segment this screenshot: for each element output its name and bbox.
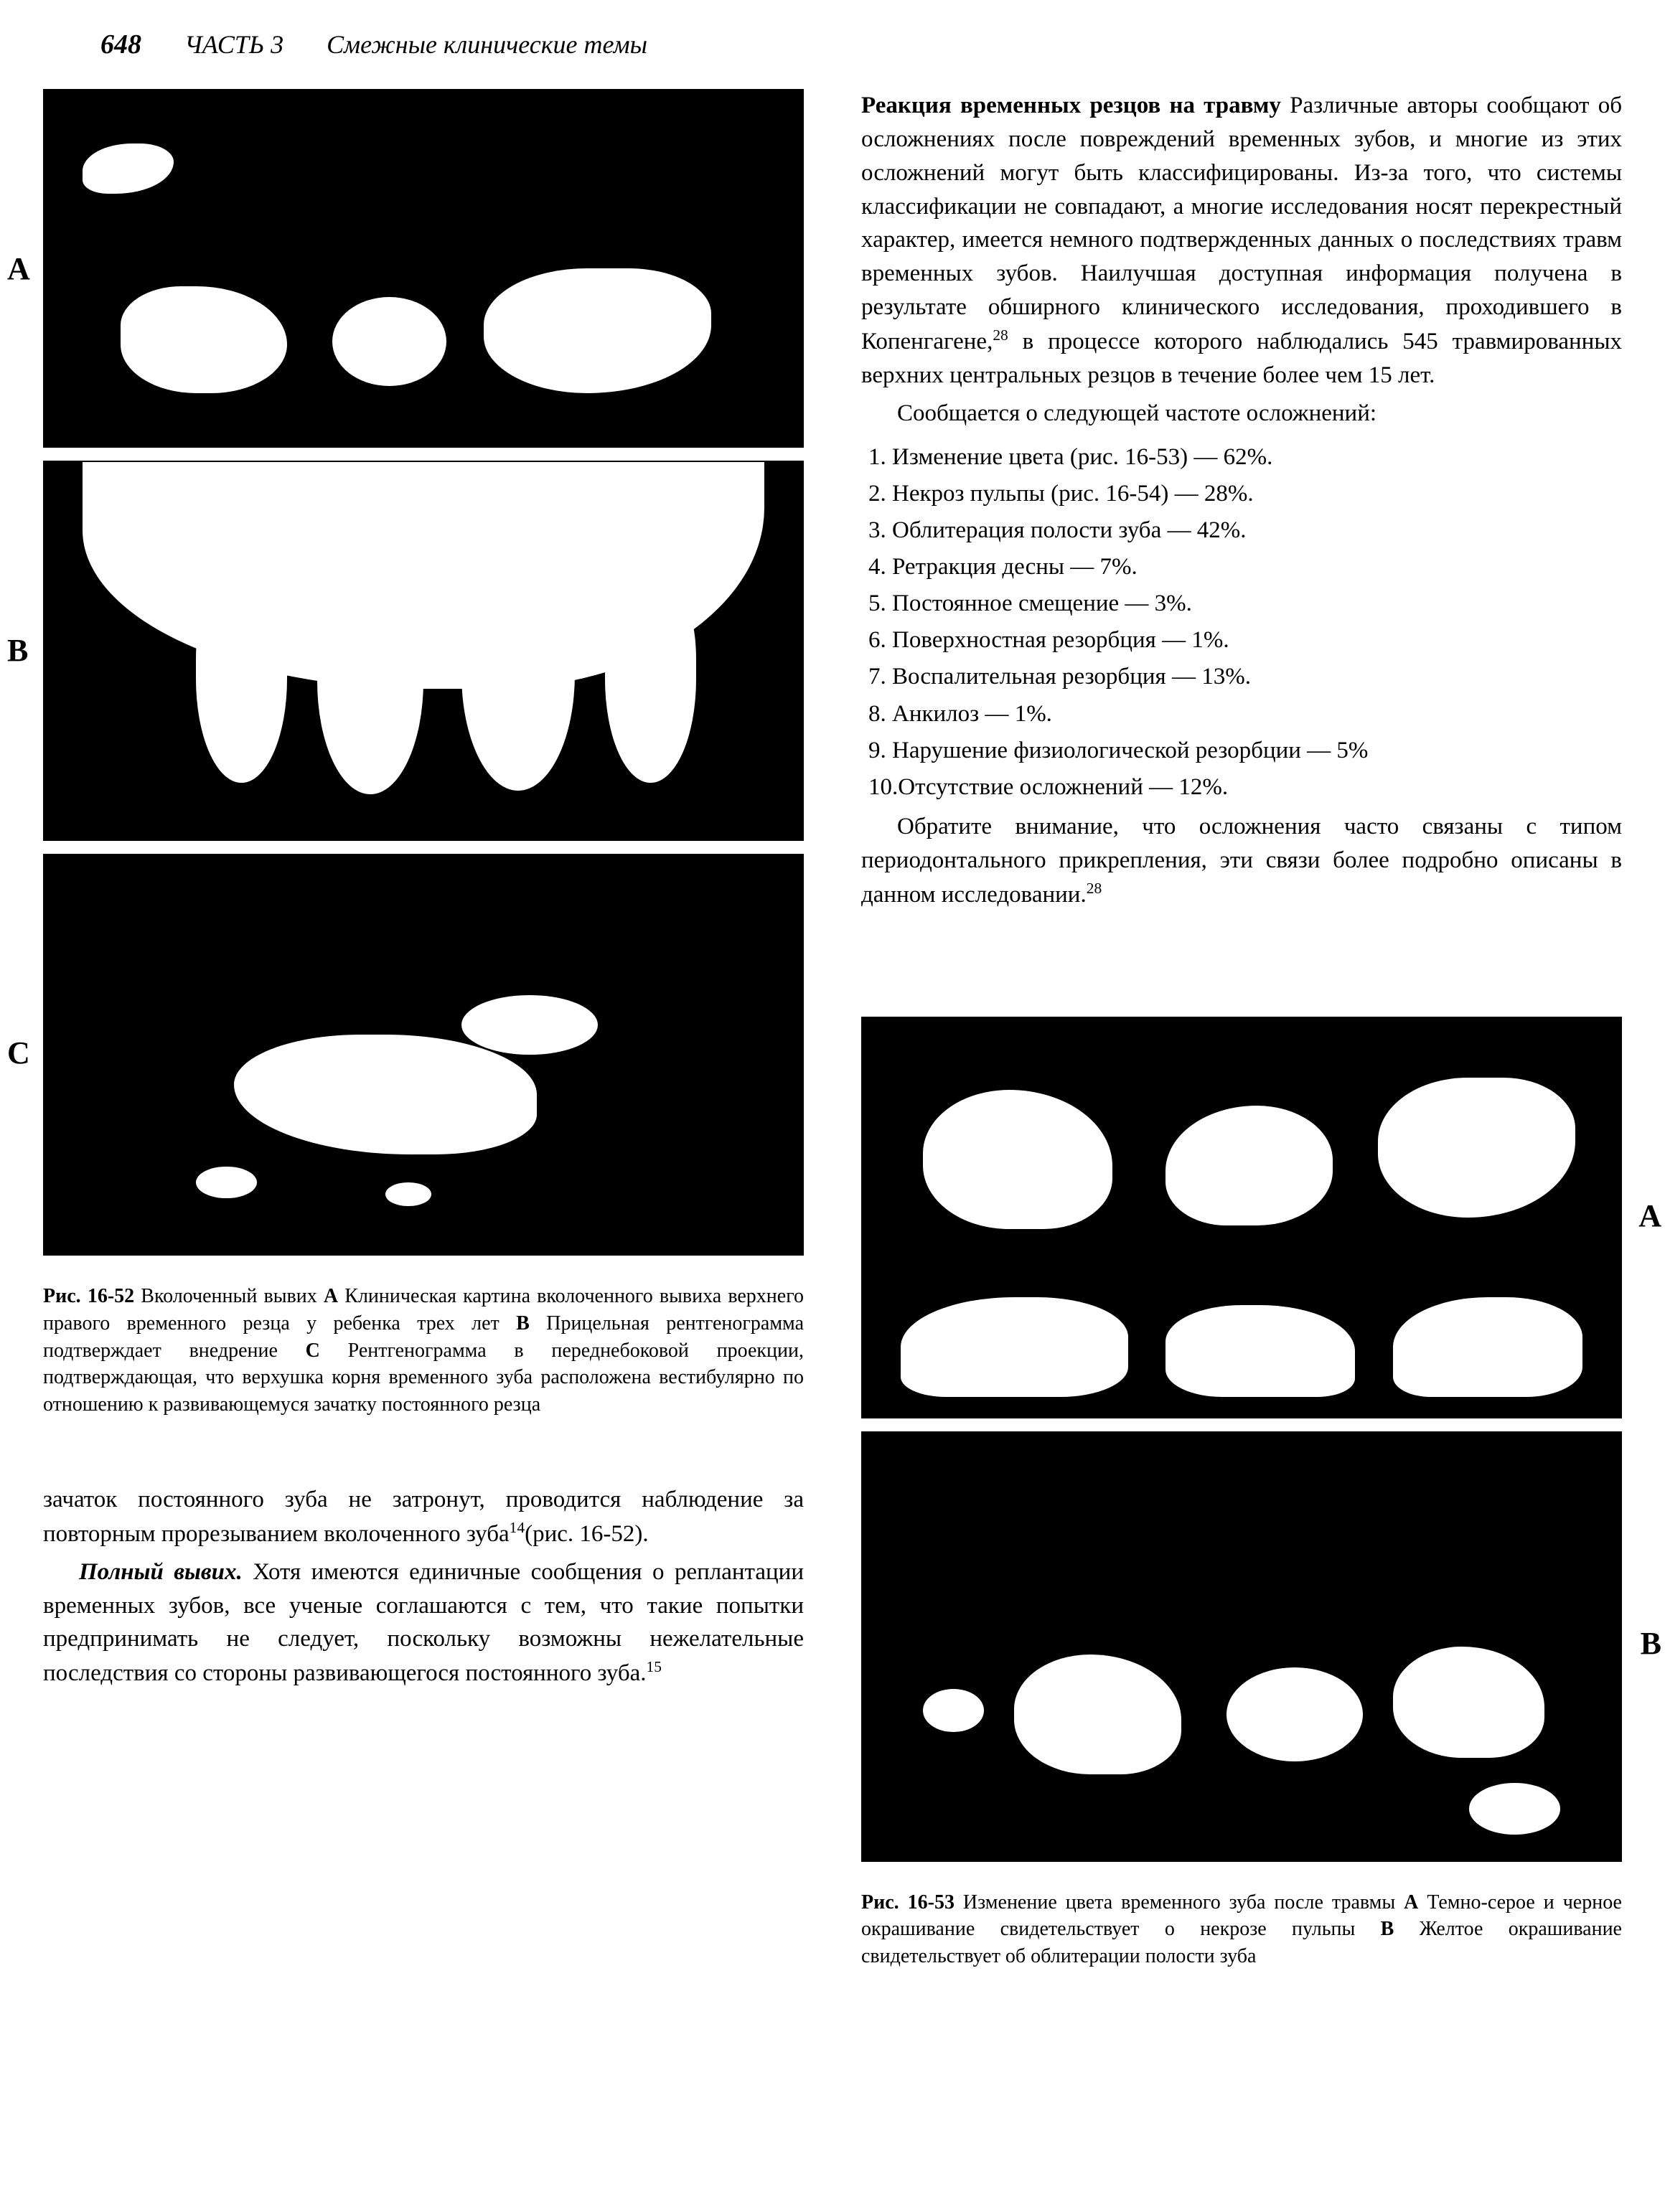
figure-16-53-a: A xyxy=(861,1017,1622,1418)
figure-image-a xyxy=(861,1017,1622,1418)
panel-label-b: B xyxy=(1641,1625,1661,1662)
spacer xyxy=(861,916,1622,981)
paragraph-2: Полный вывих. Хотя имеются единичные соо… xyxy=(43,1556,804,1690)
right-column: Реакция временных резцов на травму Разли… xyxy=(861,89,1622,1970)
left-body-text: зачаток постоянного зуба не затронут, пр… xyxy=(43,1483,804,1695)
list-item: 10.Отсутствие осложнений — 12%. xyxy=(861,769,1622,806)
figure-image-b xyxy=(43,461,804,841)
list-item: 8. Анкилоз — 1%. xyxy=(861,696,1622,733)
right-tail-paragraph: Обратите внимание, что осложнения часто … xyxy=(861,810,1622,916)
left-column: A B C xyxy=(43,89,804,1970)
list-item: 3. Облитерация полости зуба — 42%. xyxy=(861,512,1622,549)
figure-16-53-b: B xyxy=(861,1431,1622,1862)
list-item: 2. Некроз пульпы (рис. 16-54) — 28%. xyxy=(861,476,1622,512)
two-column-layout: A B C xyxy=(43,89,1622,1970)
figure-16-52-b: B xyxy=(43,461,804,841)
spacer xyxy=(43,1418,804,1483)
panel-label-c: C xyxy=(7,1035,30,1071)
panel-label-a: A xyxy=(1638,1197,1661,1234)
list-item: 4. Ретракция десны — 7%. xyxy=(861,549,1622,585)
paragraph-1: зачаток постоянного зуба не затронут, пр… xyxy=(43,1483,804,1551)
list-item: 6. Поверхностная резорбция — 1%. xyxy=(861,622,1622,659)
caption-lead: Рис. 16-52 xyxy=(43,1285,134,1307)
part-label: ЧАСТЬ 3 xyxy=(184,29,283,60)
list-intro: Сообщается о следующей частоте осложнени… xyxy=(861,397,1622,430)
page-header: 648 ЧАСТЬ 3 Смежные клинические темы xyxy=(43,29,1622,60)
page-number: 648 xyxy=(100,29,141,60)
figure-16-52-a: A xyxy=(43,89,804,448)
list-item: 1. Изменение цвета (рис. 16-53) — 62%. xyxy=(861,439,1622,476)
figure-image-c xyxy=(43,854,804,1256)
figure-16-52-c: C xyxy=(43,854,804,1256)
section-title: Смежные клинические темы xyxy=(327,29,647,60)
spacer xyxy=(861,981,1622,1017)
figure-16-53-caption: Рис. 16-53 Изменение цвета временного зу… xyxy=(861,1889,1622,1970)
figure-16-52-caption: Рис. 16-52 Вколоченный вывих A Клиническ… xyxy=(43,1283,804,1418)
figure-image-b xyxy=(861,1431,1622,1862)
list-item: 5. Постоянное смещение — 3%. xyxy=(861,585,1622,622)
complications-list: 1. Изменение цвета (рис. 16-53) — 62%. 2… xyxy=(861,439,1622,806)
list-item: 9. Нарушение физиологической резорбции —… xyxy=(861,733,1622,769)
panel-label-a: A xyxy=(7,250,30,287)
list-item: 7. Воспалительная резорбция — 13%. xyxy=(861,659,1622,695)
right-lead-paragraph: Реакция временных резцов на травму Разли… xyxy=(861,89,1622,435)
figure-image-a xyxy=(43,89,804,448)
panel-label-b: B xyxy=(7,632,28,669)
